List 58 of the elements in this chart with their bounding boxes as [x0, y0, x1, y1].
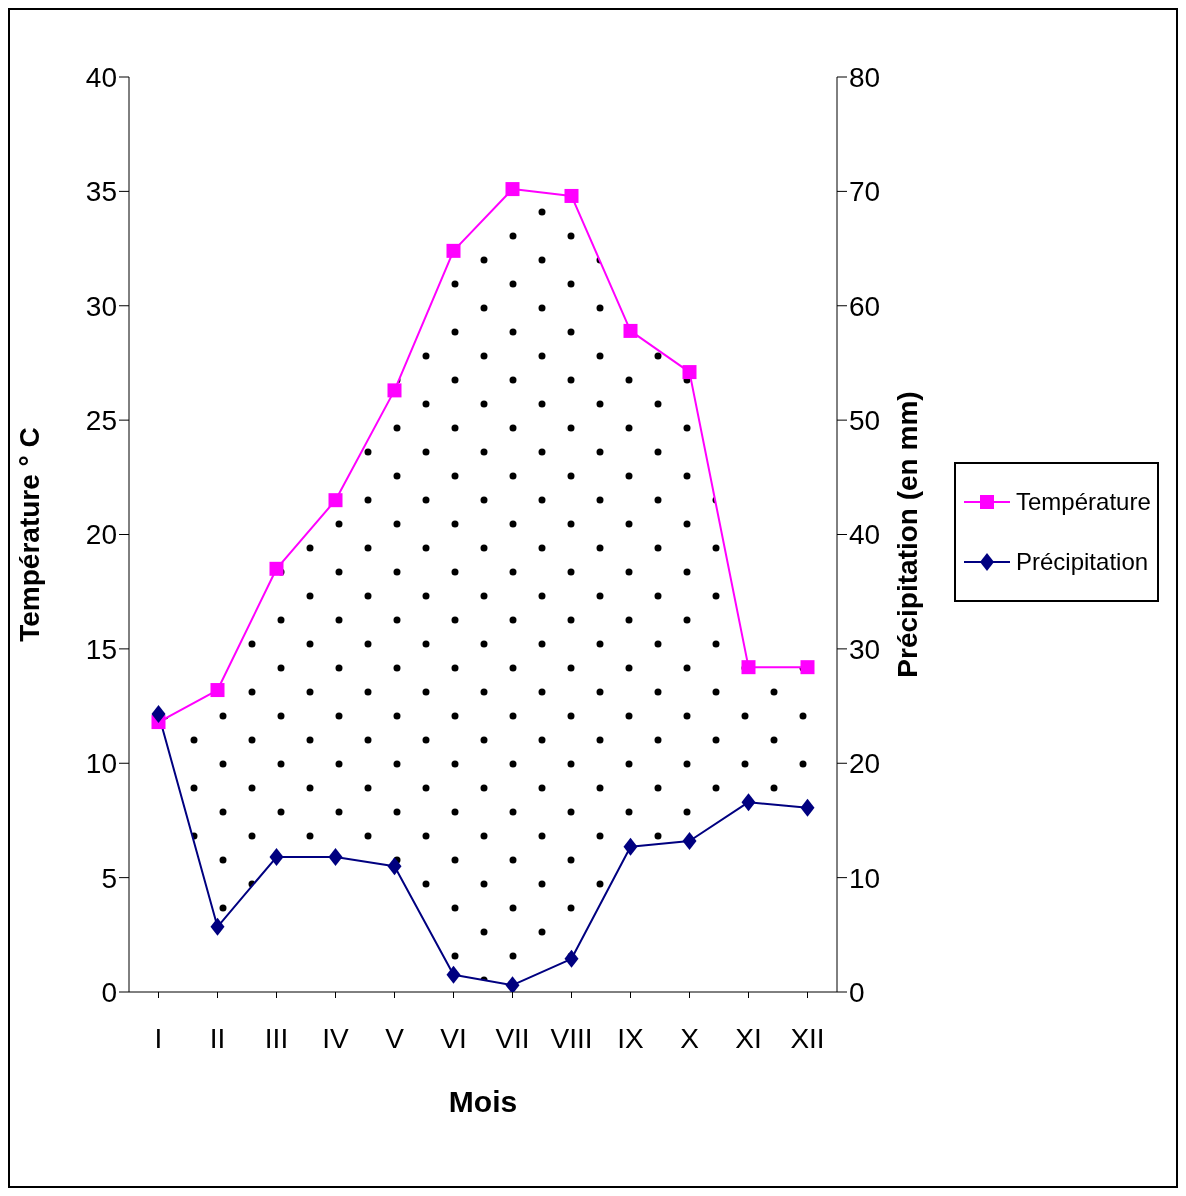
- point: [564, 188, 579, 203]
- point: [328, 848, 343, 867]
- point: [800, 660, 815, 675]
- point: [446, 243, 461, 258]
- x-tick-label: I: [154, 1022, 163, 1054]
- x-tick-label: V: [385, 1022, 405, 1054]
- x-tick-label: XI: [735, 1022, 762, 1054]
- x-tick-label: XII: [790, 1022, 825, 1054]
- y-tick-label: 15: [85, 633, 117, 665]
- y2-tick-label: 40: [849, 519, 881, 551]
- x-tick-label: X: [680, 1022, 700, 1054]
- y-tick-label: 10: [85, 748, 117, 780]
- y2-tick-label: 0: [849, 976, 865, 1008]
- point: [446, 965, 461, 984]
- y2-tick-label: 70: [849, 176, 881, 208]
- y-tick-label: 0: [101, 976, 117, 1008]
- y-axis-title: Température ° C: [13, 427, 45, 642]
- point: [387, 857, 402, 876]
- point: [387, 383, 402, 398]
- y-tick-label: 20: [85, 519, 117, 551]
- point: [623, 837, 638, 856]
- point: [505, 976, 520, 992]
- x-tick-label: II: [209, 1022, 226, 1054]
- x-tick-label: VI: [440, 1022, 467, 1054]
- y-tick-label: 30: [85, 290, 117, 322]
- y2-tick-label: 20: [849, 748, 881, 780]
- x-tick-label: IX: [617, 1022, 645, 1054]
- point: [151, 705, 166, 724]
- point: [269, 561, 284, 576]
- point: [505, 182, 520, 197]
- x-tick-label: IV: [322, 1022, 350, 1054]
- y-tick-label: 35: [85, 176, 117, 208]
- y-tick-label: 25: [85, 405, 117, 437]
- y-tick-label: 5: [101, 862, 117, 894]
- point: [741, 660, 756, 675]
- y-tick-label: 40: [85, 61, 117, 93]
- y2-tick-label: 10: [849, 862, 881, 894]
- point: [741, 793, 756, 812]
- legend-label: Précipitation: [1016, 548, 1149, 576]
- point: [682, 832, 697, 851]
- point: [210, 683, 225, 698]
- y2-tick-label: 30: [849, 633, 881, 665]
- point: [623, 323, 638, 338]
- x-axis-title: Mois: [448, 1085, 518, 1118]
- x-tick-label: VII: [495, 1022, 530, 1054]
- point: [564, 949, 579, 968]
- point: [210, 917, 225, 936]
- point: [269, 848, 284, 867]
- x-tick-label: III: [264, 1022, 289, 1054]
- point: [682, 365, 697, 380]
- y2-axis-title: Précipitation (en mm): [891, 391, 923, 678]
- y2-tick-label: 80: [849, 61, 881, 93]
- point: [800, 798, 815, 817]
- x-tick-label: VIII: [550, 1022, 593, 1054]
- y2-tick-label: 50: [849, 405, 881, 437]
- y2-tick-label: 60: [849, 290, 881, 322]
- point: [328, 493, 343, 508]
- legend-label: Température: [1016, 488, 1151, 516]
